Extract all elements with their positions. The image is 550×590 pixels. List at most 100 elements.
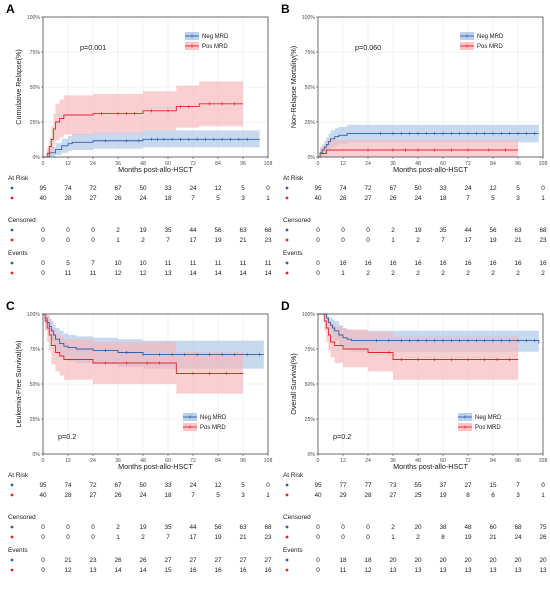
risk-table-cell: 0 bbox=[41, 557, 45, 564]
risk-table-cell: 17 bbox=[189, 534, 197, 541]
risk-row-dot-neg bbox=[285, 261, 289, 265]
x-tick-label: 0 bbox=[42, 458, 45, 464]
risk-table-cell: 15 bbox=[164, 567, 172, 574]
x-tick-label: 48 bbox=[140, 161, 146, 167]
risk-table-cell: 20 bbox=[464, 557, 472, 564]
risk-table-cell: 7 bbox=[441, 237, 445, 244]
risk-table-cell: 17 bbox=[464, 237, 472, 244]
risk-row-dot-pos bbox=[285, 238, 289, 242]
risk-table-cell: 0 bbox=[341, 524, 345, 531]
risk-table-cell: 48 bbox=[464, 524, 472, 531]
panel-letter: D bbox=[281, 299, 290, 313]
y-tick-label: 0% bbox=[308, 452, 316, 458]
panel-letter: C bbox=[6, 299, 15, 313]
risk-table-cell: 35 bbox=[164, 227, 172, 234]
risk-table-cell: 40 bbox=[314, 195, 322, 202]
risk-table-cell: 0 bbox=[341, 227, 345, 234]
x-tick-label: 48 bbox=[415, 458, 421, 464]
risk-table-cell: 11 bbox=[215, 260, 222, 267]
risk-table-cell: 19 bbox=[439, 492, 447, 499]
risk-table-cell: 0 bbox=[316, 534, 320, 541]
x-tick-label: 108 bbox=[264, 161, 273, 167]
risk-row-dot-pos bbox=[10, 535, 14, 539]
risk-table-cell: 21 bbox=[64, 557, 72, 564]
risk-table-cell: 0 bbox=[266, 482, 270, 489]
risk-table-cell: 40 bbox=[314, 492, 322, 499]
risk-table-cell: 0 bbox=[41, 524, 45, 531]
y-tick-label: 0% bbox=[33, 155, 41, 161]
risk-table-cell: 18 bbox=[164, 195, 172, 202]
risk-table-cell: 0 bbox=[341, 534, 345, 541]
risk-table-cell: 16 bbox=[264, 567, 272, 574]
risk-table-cell: 26 bbox=[539, 534, 547, 541]
risk-table-cell: 1 bbox=[341, 270, 345, 277]
risk-table-cell: 0 bbox=[366, 237, 370, 244]
panel-letter: B bbox=[281, 2, 290, 16]
risk-row-dot-neg bbox=[285, 558, 289, 562]
risk-table-cell: 28 bbox=[339, 195, 347, 202]
risk-table-cell: 12 bbox=[214, 482, 222, 489]
risk-table-cell: 13 bbox=[514, 567, 522, 574]
x-tick-label: 36 bbox=[390, 161, 396, 167]
risk-table-cell: 20 bbox=[539, 557, 547, 564]
risk-table-cell: 5 bbox=[216, 195, 220, 202]
risk-table-cell: 73 bbox=[389, 482, 397, 489]
x-tick-label: 0 bbox=[42, 161, 45, 167]
risk-table-cell: 7 bbox=[91, 260, 95, 267]
risk-table-cell: 16 bbox=[389, 260, 397, 267]
risk-table-cell: 2 bbox=[116, 227, 120, 234]
risk-table-cell: 7 bbox=[191, 492, 195, 499]
risk-table-cell: 5 bbox=[241, 185, 245, 192]
risk-row-dot-neg bbox=[285, 228, 289, 232]
ci-band-neg bbox=[43, 130, 260, 157]
risk-table-events: Events 0 21 23 26 26 27 27 27 27 27 0 12 13 14 14 15 16 16… bbox=[8, 547, 272, 574]
risk-table-cell: 0 bbox=[66, 534, 70, 541]
risk-table-cell: 3 bbox=[516, 492, 520, 499]
risk-table-cell: 0 bbox=[316, 237, 320, 244]
risk-table-cell: 20 bbox=[489, 557, 497, 564]
risk-table-cell: 12 bbox=[364, 567, 372, 574]
risk-table-cell: 5 bbox=[216, 492, 220, 499]
risk-table-cell: 27 bbox=[189, 557, 197, 564]
risk-table-cell: 14 bbox=[139, 567, 147, 574]
panel-d: D0 12 24 36 48 60 72 84 96 1080%25%50%75%100%Mont… bbox=[281, 299, 547, 574]
risk-table-cell: 0 bbox=[91, 534, 95, 541]
risk-table-cell: 27 bbox=[264, 557, 272, 564]
risk-table-cell: 28 bbox=[64, 195, 72, 202]
risk-table-cell: 67 bbox=[114, 482, 122, 489]
risk-table-censored: Censored 0 0 0 2 19 35 44 56 63 68 0 0 0 1 2 7 17 19 21 23 bbox=[8, 514, 272, 541]
risk-table-cell: 0 bbox=[316, 227, 320, 234]
risk-table-cell: 15 bbox=[489, 482, 497, 489]
risk-table-cell: 19 bbox=[489, 237, 497, 244]
risk-table-title: Events bbox=[8, 547, 28, 554]
legend-label-neg: Neg MRD bbox=[202, 34, 229, 40]
risk-table-cell: 19 bbox=[464, 534, 472, 541]
y-axis-title: Cumulative Relapse(%) bbox=[14, 49, 23, 125]
legend: Neg MRD Pos MRD bbox=[458, 413, 502, 431]
risk-table-cell: 23 bbox=[539, 237, 547, 244]
x-tick-label: 84 bbox=[215, 458, 221, 464]
x-tick-label: 84 bbox=[215, 161, 221, 167]
risk-row-dot-pos bbox=[10, 196, 14, 200]
risk-table-cell: 1 bbox=[391, 534, 395, 541]
x-tick-label: 60 bbox=[165, 458, 171, 464]
risk-table-cell: 0 bbox=[366, 524, 370, 531]
x-tick-label: 96 bbox=[240, 161, 246, 167]
risk-table-at-risk: At Risk 95 77 77 73 55 37 27 15 7 0 40 29 28 27 25 19 8 6 3… bbox=[283, 472, 545, 499]
risk-table-censored: Censored 0 0 0 2 19 35 44 56 63 68 0 0 0 1 2 7 17 19 21 23 bbox=[8, 217, 272, 244]
risk-table-title: Censored bbox=[283, 217, 311, 224]
risk-table-cell: 0 bbox=[541, 482, 545, 489]
risk-row-dot-neg bbox=[10, 558, 14, 562]
p-value: p=0.001 bbox=[80, 43, 106, 52]
risk-table-cell: 11 bbox=[65, 270, 72, 277]
risk-table-cell: 19 bbox=[414, 227, 422, 234]
risk-table-cell: 12 bbox=[489, 185, 497, 192]
risk-table-cell: 67 bbox=[389, 185, 397, 192]
risk-table-cell: 35 bbox=[164, 524, 172, 531]
risk-table-cell: 2 bbox=[466, 270, 470, 277]
risk-table-cell: 18 bbox=[439, 195, 447, 202]
ci-band-pos bbox=[318, 314, 518, 380]
risk-row-dot-pos bbox=[285, 271, 289, 275]
